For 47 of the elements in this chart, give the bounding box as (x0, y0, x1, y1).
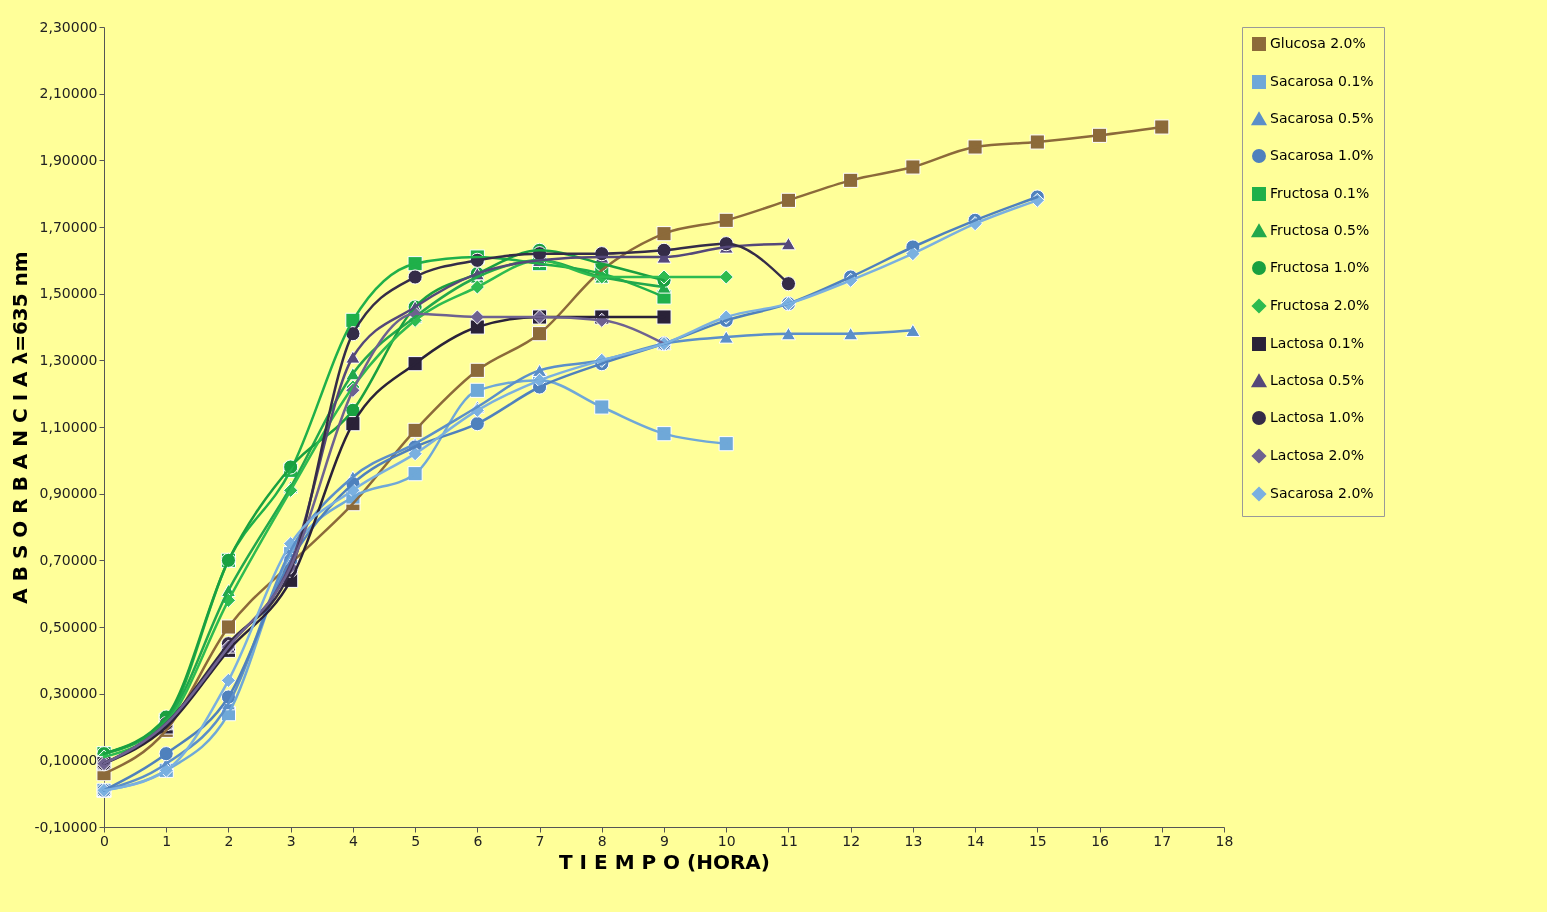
y-tick-label: 1,50000 (39, 285, 98, 302)
y-tick-label: 2,10000 (39, 85, 98, 102)
y-tick-label: 1,90000 (39, 151, 98, 168)
legend-label: Sacarosa 2.0% (1270, 485, 1374, 501)
y-tick-label: 2,30000 (39, 18, 98, 35)
y-tick-label: 1,70000 (39, 218, 98, 235)
x-tick-label: 8 (597, 832, 607, 849)
legend-label: Fructosa 0.1% (1270, 185, 1370, 201)
legend-label: Fructosa 2.0% (1270, 297, 1370, 313)
x-tick-label: 7 (535, 832, 545, 849)
y-tick-label: 0,50000 (39, 618, 98, 635)
y-tick-label: 0,90000 (39, 485, 98, 502)
x-tick-label: 2 (224, 832, 234, 849)
legend-label: Sacarosa 1.0% (1270, 147, 1374, 163)
x-tick-label: 13 (904, 832, 923, 849)
x-tick-label: 3 (286, 832, 296, 849)
y-tick-label: 1,10000 (39, 418, 98, 435)
legend-label: Lactosa 0.5% (1270, 372, 1365, 388)
x-tick-label: 5 (411, 832, 421, 849)
x-tick-label: 10 (717, 832, 736, 849)
y-tick-label: -0,10000 (34, 818, 98, 835)
x-tick-label: 18 (1215, 832, 1234, 849)
legend-label: Lactosa 0.1% (1270, 335, 1365, 351)
x-tick-label: 14 (966, 832, 985, 849)
legend-label: Sacarosa 0.5% (1270, 110, 1374, 126)
legend-label: Fructosa 0.5% (1270, 222, 1370, 238)
legend-label: Lactosa 2.0% (1270, 447, 1365, 463)
x-tick-label: 16 (1091, 832, 1110, 849)
legend-label: Lactosa 1.0% (1270, 409, 1365, 425)
y-tick-label: 1,30000 (39, 351, 98, 368)
legend-label: Fructosa 1.0% (1270, 259, 1370, 275)
x-tick-label: 1 (162, 832, 172, 849)
y-axis-title: A B S O R B A N C I A λ=635 nm (7, 251, 32, 604)
y-tick-label: 0,30000 (39, 685, 98, 702)
x-tick-label: 0 (100, 832, 109, 849)
x-axis-title: T I E M P O (HORA) (559, 849, 770, 874)
x-tick-label: 6 (473, 832, 483, 849)
x-tick-label: 15 (1028, 832, 1047, 849)
x-tick-label: 17 (1153, 832, 1172, 849)
legend-label: Glucosa 2.0% (1270, 35, 1366, 51)
y-tick-label: 0,10000 (39, 751, 98, 768)
x-tick-label: 12 (842, 832, 861, 849)
y-tick-label: 0,70000 (39, 551, 98, 568)
legend-label: Sacarosa 0.1% (1270, 73, 1374, 89)
x-tick-label: 11 (780, 832, 798, 849)
x-tick-label: 4 (348, 832, 358, 849)
x-tick-label: 9 (660, 832, 669, 849)
